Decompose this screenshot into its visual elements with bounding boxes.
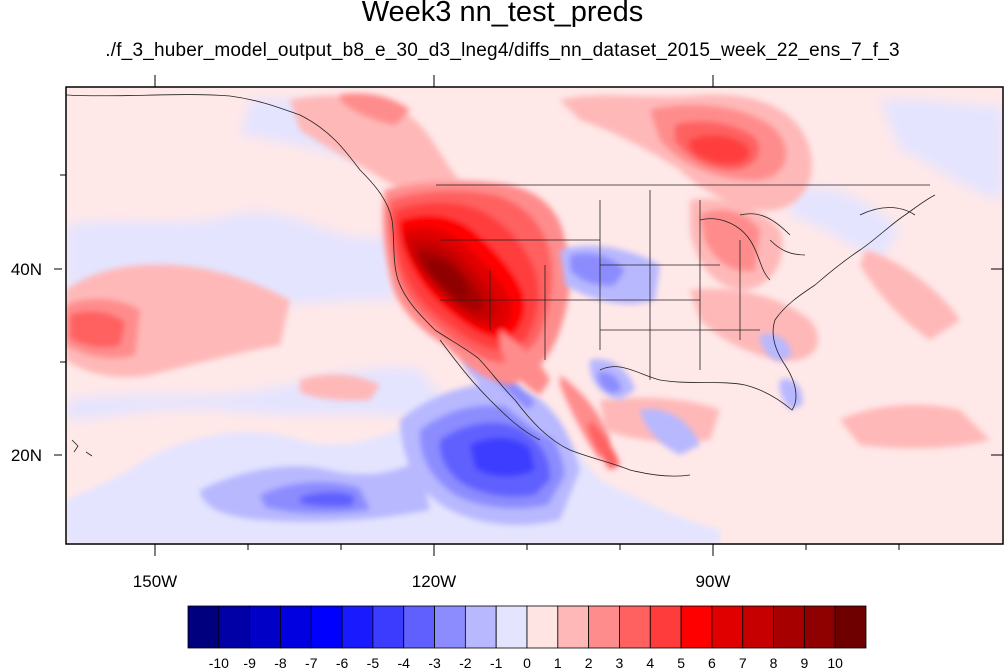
colorbar-level-label: 6 <box>708 655 716 671</box>
colorbar-swatch <box>341 605 374 649</box>
colorbar-swatch <box>495 605 528 649</box>
colorbar-level-label: 10 <box>827 655 843 671</box>
colorbar-swatch <box>773 605 805 649</box>
x-tick-label-120w: 120W <box>412 572 456 591</box>
colorbar-level-label: -5 <box>367 655 380 671</box>
colorbar-level-label: 2 <box>585 655 593 671</box>
colorbar-swatch <box>249 605 281 649</box>
colorbar: -10 -9 -8 -7 -6 -5 -4 -3 -2 -1 0 1 2 3 4 5 6 7 8 9 10 <box>187 605 867 671</box>
colorbar-swatch <box>742 605 774 649</box>
colorbar-level-label: 9 <box>800 655 808 671</box>
x-tick-label-90w: 90W <box>696 572 731 591</box>
colorbar-level-label: 3 <box>616 655 624 671</box>
colorbar-swatch <box>588 605 620 649</box>
colorbar-level-label: -10 <box>209 655 229 671</box>
colorbar-swatch <box>526 605 559 649</box>
colorbar-swatch <box>834 605 867 649</box>
colorbar-level-label: -8 <box>274 655 287 671</box>
colorbar-swatch <box>803 605 836 649</box>
colorbar-swatch <box>372 605 405 649</box>
colorbar-level-label: 8 <box>770 655 778 671</box>
colorbar-level-label: 5 <box>677 655 685 671</box>
colorbar-level-label: 1 <box>554 655 562 671</box>
x-tick-label-150w: 150W <box>133 572 177 591</box>
coastlines <box>66 94 936 477</box>
colorbar-level-label: 4 <box>646 655 654 671</box>
colorbar-level-label: -7 <box>305 655 318 671</box>
colorbar-swatch <box>310 605 343 649</box>
colorbar-level-label: -2 <box>459 655 472 671</box>
map-subtitle: ./f_3_huber_model_output_b8_e_30_d3_lneg… <box>105 40 900 61</box>
colorbar-swatch <box>280 605 312 649</box>
colorbar-swatch <box>187 605 220 649</box>
colorbar-swatch <box>649 605 682 649</box>
colorbar-swatch <box>557 605 590 649</box>
plot-frame <box>65 86 1004 545</box>
colorbar-swatch <box>711 605 744 649</box>
map-title: Week3 nn_test_preds <box>361 0 644 28</box>
colorbar-swatch <box>680 605 713 649</box>
colorbar-swatch <box>619 605 651 649</box>
colorbar-level-label: -1 <box>490 655 503 671</box>
colorbar-level-label: 7 <box>739 655 747 671</box>
colorbar-swatch <box>218 605 251 649</box>
y-tick-label-20n: 20N <box>11 446 42 465</box>
colorbar-swatch <box>434 605 466 649</box>
colorbar-level-label: -9 <box>243 655 256 671</box>
contour-field <box>66 87 1003 544</box>
colorbar-swatch <box>464 605 497 649</box>
y-tick-label-40n: 40N <box>11 260 42 279</box>
colorbar-level-label: -3 <box>428 655 441 671</box>
colorbar-swatch <box>403 605 435 649</box>
colorbar-level-label: -6 <box>336 655 349 671</box>
colorbar-level-label: -4 <box>398 655 411 671</box>
axis-ticks <box>54 75 1003 556</box>
colorbar-level-label: 0 <box>523 655 531 671</box>
